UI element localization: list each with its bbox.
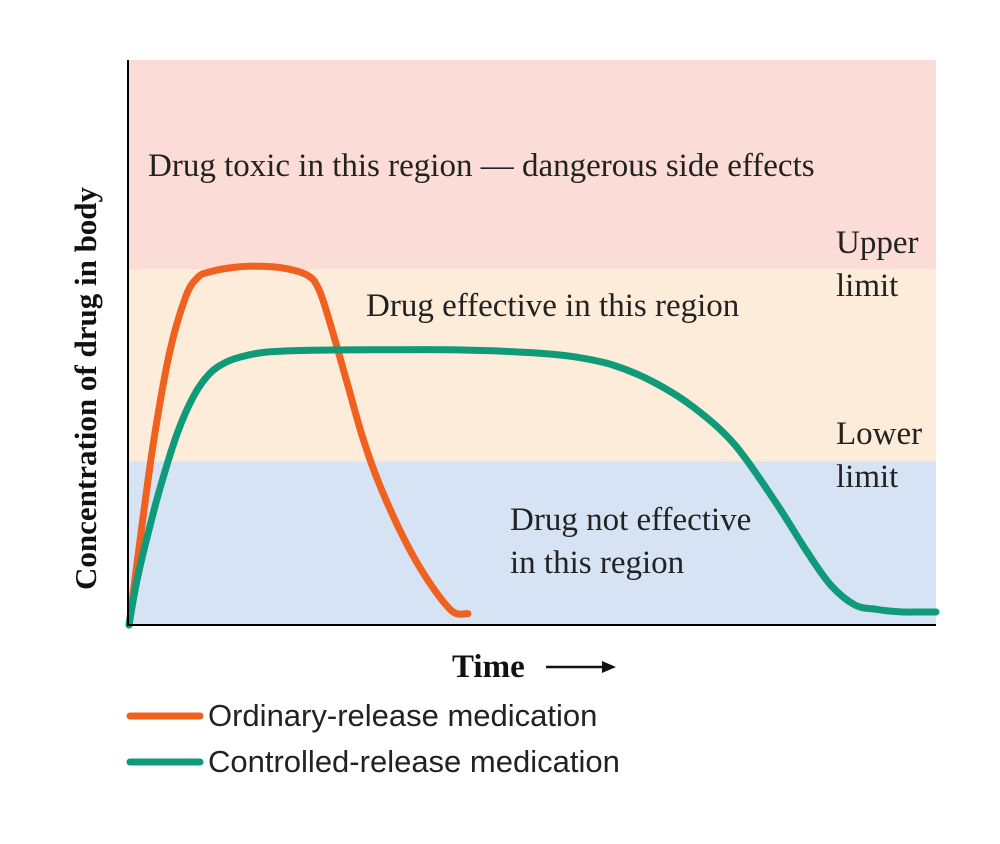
lower-limit-label-line2: limit (836, 459, 898, 495)
legend-label-controlled: Controlled-release medication (208, 744, 620, 779)
not-effective-region-label-line1: Drug not effective (510, 502, 751, 538)
upper-limit-label-line2: limit (836, 268, 898, 304)
region-band-toxic (129, 60, 936, 270)
lower-limit-label-line1: Lower (836, 416, 922, 452)
region-band-not-effective (129, 461, 936, 625)
toxic-region-label: Drug toxic in this region — dangerous si… (148, 148, 815, 184)
upper-limit-label-line1: Upper (836, 225, 918, 261)
x-axis-arrow-icon (546, 661, 616, 673)
effective-region-label: Drug effective in this region (366, 288, 739, 324)
region-band-effective (129, 269, 936, 462)
controlled-release-line (125, 346, 940, 629)
legend-label-ordinary: Ordinary-release medication (208, 698, 597, 733)
legend: Ordinary-release medication Controlled-r… (126, 698, 620, 779)
region-bands (129, 60, 936, 625)
axes (127, 60, 936, 626)
series-lines (125, 262, 940, 629)
x-axis-label: Time (452, 649, 525, 685)
ordinary-release-line (125, 262, 472, 629)
y-axis-label: Concentration of drug in body (68, 186, 103, 590)
not-effective-region-label-line2: in this region (510, 545, 684, 581)
